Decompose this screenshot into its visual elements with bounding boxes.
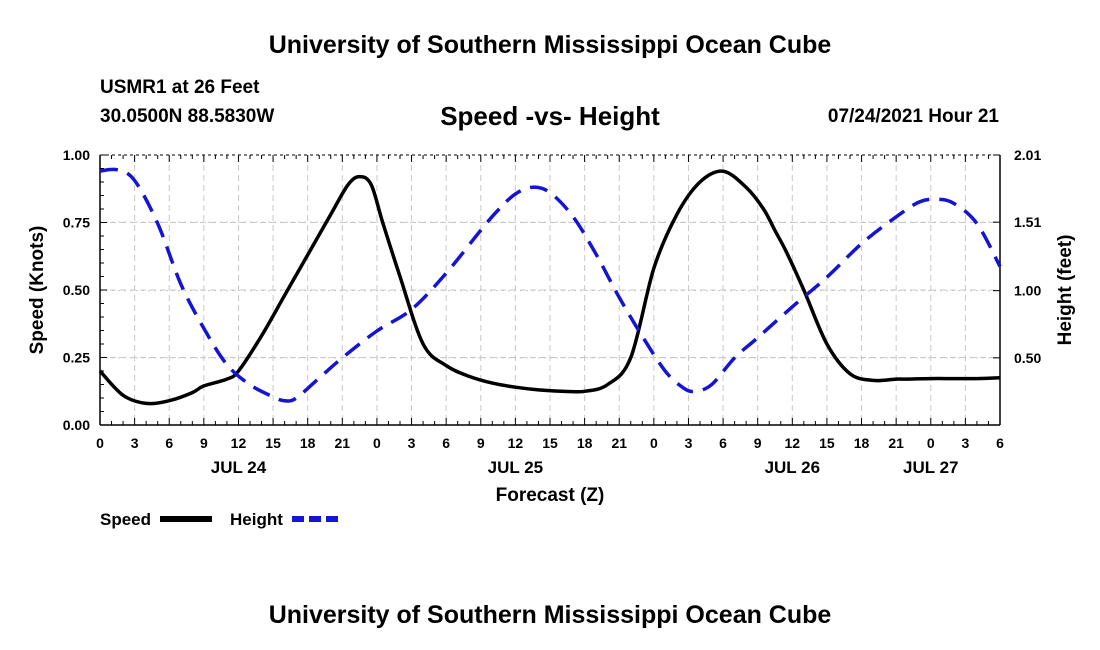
x-tick-label: 15 [819, 435, 835, 451]
chart-subtitle: Speed -vs- Height [440, 101, 660, 131]
x-tick-label: 12 [785, 435, 801, 451]
x-tick-label: 6 [165, 435, 173, 451]
x-axis-title: Forecast (Z) [496, 485, 605, 506]
x-tick-label: 0 [96, 435, 104, 451]
x-tick-label: 15 [542, 435, 558, 451]
legend-label-height: Height [230, 510, 283, 529]
x-tick-label: 21 [611, 435, 627, 451]
x-tick-label: 18 [300, 435, 316, 451]
x-tick-label: 3 [685, 435, 693, 451]
x-tick-label: 18 [854, 435, 870, 451]
x-tick-label: 0 [650, 435, 658, 451]
x-tick-label: 18 [577, 435, 593, 451]
y2-tick-label: 0.50 [1014, 350, 1041, 366]
legend-label-speed: Speed [100, 510, 151, 529]
series-line-height [99, 167, 1002, 403]
y-tick-label: 0.50 [63, 282, 90, 298]
y-tick-label: 0.00 [63, 417, 90, 433]
footer-title: University of Southern Mississippi Ocean… [268, 601, 832, 629]
x-tick-label: 21 [888, 435, 904, 451]
x-tick-label: 15 [265, 435, 281, 451]
x-tick-label: 6 [996, 435, 1004, 451]
x-tick-label: 9 [477, 435, 485, 451]
x-tick-label: 0 [927, 435, 935, 451]
x-tick-label: 12 [231, 435, 247, 451]
date-label: JUL 24 [211, 458, 267, 477]
date-label: JUL 27 [903, 458, 958, 477]
x-tick-label: 9 [754, 435, 762, 451]
forecast-datetime: 07/24/2021 Hour 21 [827, 106, 999, 127]
x-tick-label: 0 [373, 435, 381, 451]
series-line-speed [98, 169, 1001, 406]
x-tick-label: 21 [335, 435, 351, 451]
y2-tick-label: 1.00 [1014, 283, 1041, 299]
y2-tick-label: 1.51 [1014, 214, 1041, 230]
x-tick-label: 3 [961, 435, 969, 451]
y-tick-label: 0.25 [63, 350, 90, 366]
y2-axis-title: Height (feet) [1055, 235, 1076, 346]
y-axis-title: Speed (Knots) [27, 226, 48, 355]
station-label: USMR1 at 26 Feet [100, 77, 260, 98]
x-tick-label: 3 [408, 435, 416, 451]
y2-tick-label: 2.01 [1014, 147, 1041, 163]
y-tick-label: 0.75 [63, 215, 90, 231]
date-label: JUL 25 [488, 458, 543, 477]
x-tick-label: 3 [131, 435, 139, 451]
y-tick-label: 1.00 [63, 147, 90, 163]
page-title: University of Southern Mississippi Ocean… [268, 31, 832, 59]
date-label: JUL 26 [765, 458, 820, 477]
x-tick-label: 9 [200, 435, 208, 451]
x-tick-label: 6 [442, 435, 450, 451]
x-tick-label: 6 [719, 435, 727, 451]
x-tick-label: 12 [508, 435, 524, 451]
station-coordinates: 30.0500N 88.5830W [100, 106, 275, 127]
